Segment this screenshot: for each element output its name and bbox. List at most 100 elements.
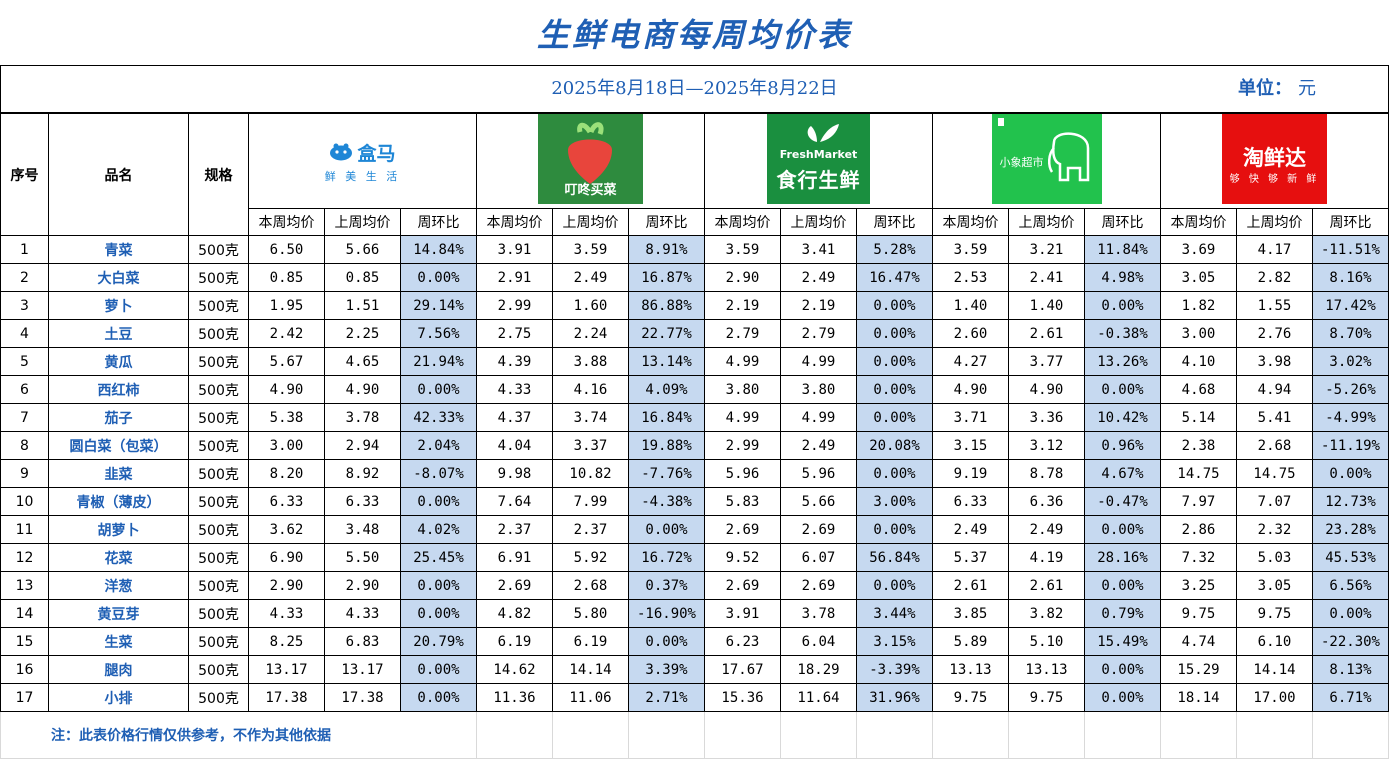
this-week-price: 3.05	[1160, 263, 1237, 292]
this-week-price: 2.42	[248, 319, 325, 348]
shixing-name: 食行生鲜	[776, 168, 861, 192]
table-row: 13 洋葱 500克 2.90 2.90 0.00% 2.69 2.68 0.37% 2.69 2.…	[0, 571, 1389, 600]
last-week-price: 2.68	[552, 571, 629, 600]
last-week-price: 2.94	[324, 431, 401, 460]
empty-cell	[856, 711, 933, 759]
platform-dingdong-logo-cell: 叮咚买菜	[476, 113, 705, 209]
taoxianda-logo: 淘鲜达 够 快 够 新 鲜	[1222, 114, 1327, 204]
wow-change: 2.71%	[628, 683, 705, 712]
empty-cell	[476, 711, 553, 759]
this-week-price: 18.14	[1160, 683, 1237, 712]
wow-change: 4.67%	[1084, 459, 1161, 488]
wow-change: 45.53%	[1312, 543, 1389, 572]
row-index: 12	[0, 543, 49, 572]
this-week-price: 3.00	[1160, 319, 1237, 348]
note-row: 注：此表价格行情仅供参考，不作为其他依据	[0, 711, 1389, 759]
row-index: 8	[0, 431, 49, 460]
row-index: 5	[0, 347, 49, 376]
wow-change: 0.00%	[856, 571, 933, 600]
last-week-price: 1.40	[1008, 291, 1085, 320]
wow-change: 0.00%	[1312, 459, 1389, 488]
wow-change: 13.14%	[628, 347, 705, 376]
product-spec: 500克	[188, 375, 249, 404]
last-week-price: 4.94	[1236, 375, 1313, 404]
last-week-price: 4.90	[324, 375, 401, 404]
table-row: 15 生菜 500克 8.25 6.83 20.79% 6.19 6.19 0.00% 6.23 6…	[0, 627, 1389, 656]
table-row: 2 大白菜 500克 0.85 0.85 0.00% 2.91 2.49 16.87% 2.90 2…	[0, 263, 1389, 292]
last-week-price: 3.82	[1008, 599, 1085, 628]
empty-cell	[552, 711, 629, 759]
xiaoxiang-logo: 小象超市	[991, 114, 1102, 204]
header-index: 序号	[0, 113, 49, 236]
product-spec: 500克	[188, 515, 249, 544]
empty-cell	[1084, 711, 1161, 759]
wow-header: 周环比	[1312, 208, 1389, 236]
product-name: 大白菜	[48, 263, 189, 292]
last-week-price: 6.36	[1008, 487, 1085, 516]
unit-value: 元	[1298, 78, 1316, 99]
this-week-price: 4.04	[476, 431, 553, 460]
last-week-price: 5.66	[780, 487, 857, 516]
this-week-price: 3.85	[932, 599, 1009, 628]
last-week-header: 上周均价	[780, 208, 857, 236]
this-week-price: 13.13	[932, 655, 1009, 684]
last-week-price: 2.49	[552, 263, 629, 292]
last-week-price: 3.98	[1236, 347, 1313, 376]
wow-change: 0.00%	[400, 263, 477, 292]
this-week-price: 5.83	[704, 487, 781, 516]
table-row: 6 西红柿 500克 4.90 4.90 0.00% 4.33 4.16 4.09% 3.80 3.…	[0, 375, 1389, 404]
wow-change: 16.87%	[628, 263, 705, 292]
shixing-en: FreshMarket	[779, 148, 858, 161]
this-week-price: 4.82	[476, 599, 553, 628]
row-index: 4	[0, 319, 49, 348]
wow-change: -11.51%	[1312, 235, 1389, 264]
row-index: 9	[0, 459, 49, 488]
this-week-price: 4.33	[248, 599, 325, 628]
hema-logo: 盒马 鲜 美 生 活	[325, 139, 401, 184]
wow-header: 周环比	[628, 208, 705, 236]
last-week-price: 5.92	[552, 543, 629, 572]
product-name: 小排	[48, 683, 189, 712]
last-week-price: 0.85	[324, 263, 401, 292]
product-spec: 500克	[188, 431, 249, 460]
last-week-price: 3.78	[324, 403, 401, 432]
last-week-price: 3.05	[1236, 571, 1313, 600]
this-week-price: 7.32	[1160, 543, 1237, 572]
wow-change: 28.16%	[1084, 543, 1161, 572]
last-week-price: 2.68	[1236, 431, 1313, 460]
this-week-price: 7.97	[1160, 487, 1237, 516]
last-week-price: 4.65	[324, 347, 401, 376]
this-week-price: 5.38	[248, 403, 325, 432]
this-week-price: 9.75	[932, 683, 1009, 712]
wow-change: 0.96%	[1084, 431, 1161, 460]
last-week-price: 3.88	[552, 347, 629, 376]
wow-change: 14.84%	[400, 235, 477, 264]
empty-cell	[932, 711, 1009, 759]
wow-change: 11.84%	[1084, 235, 1161, 264]
empty-cell	[780, 711, 857, 759]
product-name: 黄瓜	[48, 347, 189, 376]
this-week-price: 3.91	[476, 235, 553, 264]
last-week-header: 上周均价	[324, 208, 401, 236]
table-row: 12 花菜 500克 6.90 5.50 25.45% 6.91 5.92 16.72% 9.52…	[0, 543, 1389, 572]
last-week-price: 17.00	[1236, 683, 1313, 712]
wow-change: 8.16%	[1312, 263, 1389, 292]
last-week-price: 4.90	[1008, 375, 1085, 404]
shixing-logo: FreshMarket 食行生鲜	[767, 114, 870, 204]
product-name: 洋葱	[48, 571, 189, 600]
wow-change: 3.00%	[856, 487, 933, 516]
this-week-price: 4.10	[1160, 347, 1237, 376]
row-index: 14	[0, 599, 49, 628]
last-week-price: 6.10	[1236, 627, 1313, 656]
last-week-price: 5.80	[552, 599, 629, 628]
this-week-price: 2.99	[476, 291, 553, 320]
this-week-price: 4.27	[932, 347, 1009, 376]
last-week-price: 14.14	[552, 655, 629, 684]
this-week-price: 5.89	[932, 627, 1009, 656]
last-week-price: 4.99	[780, 347, 857, 376]
this-week-price: 15.36	[704, 683, 781, 712]
last-week-price: 3.36	[1008, 403, 1085, 432]
wow-change: 8.91%	[628, 235, 705, 264]
wow-change: 0.00%	[1084, 683, 1161, 712]
wow-change: 0.00%	[400, 599, 477, 628]
